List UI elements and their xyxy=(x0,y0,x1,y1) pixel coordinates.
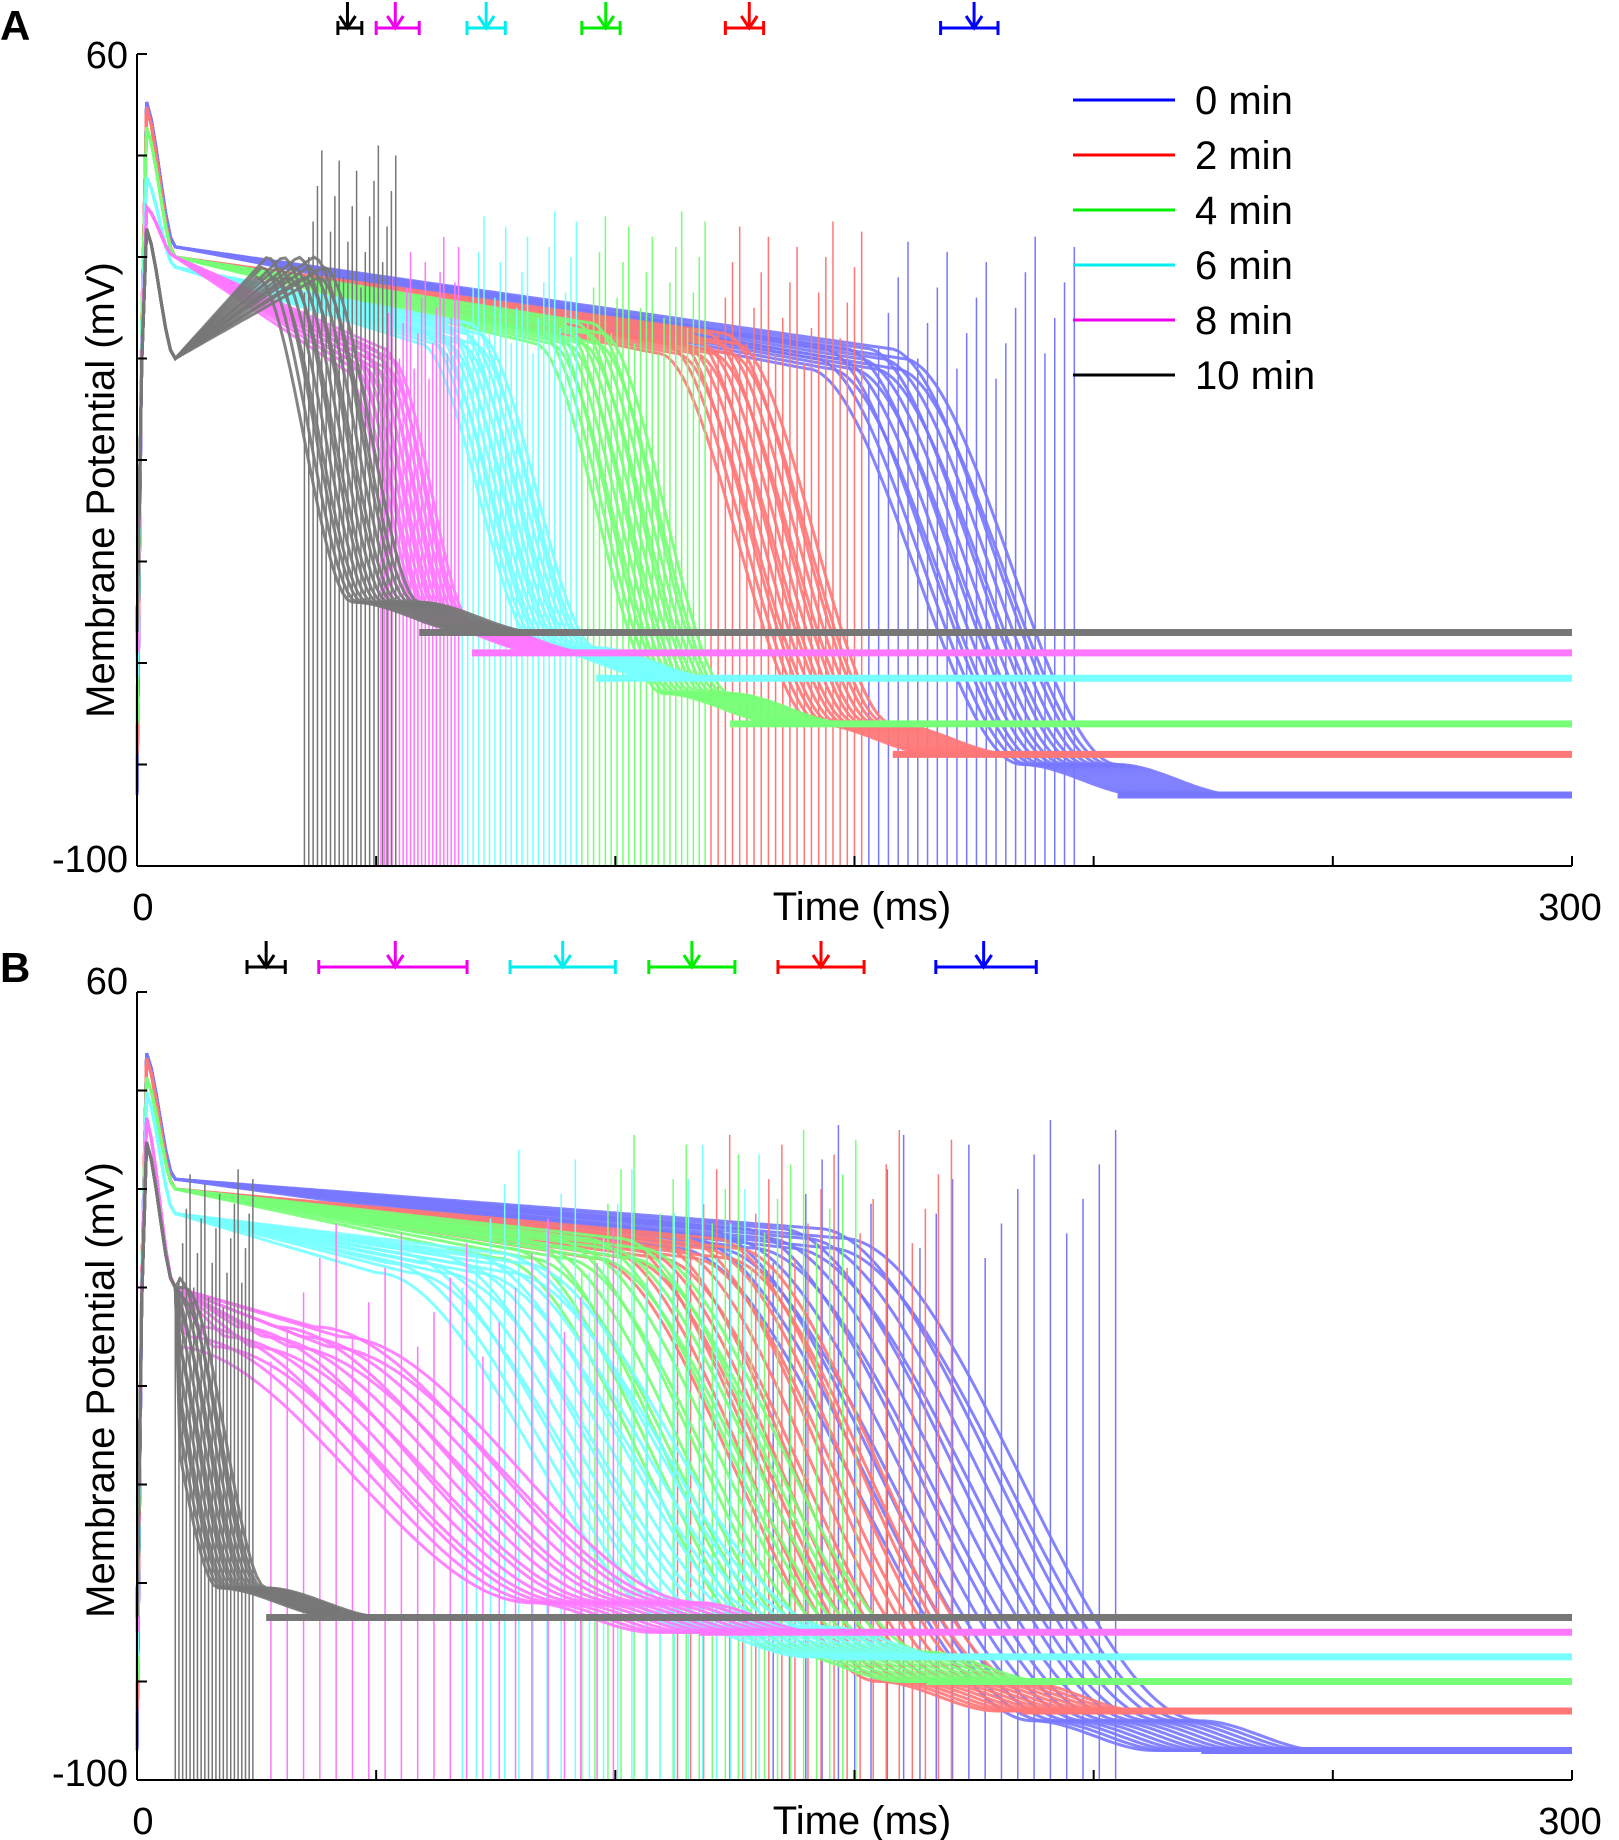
apd-marker-10-min xyxy=(336,2,364,35)
apd-arrow-head xyxy=(740,15,759,31)
panel-b-x-tick-left: 0 xyxy=(132,1801,153,1840)
apd-arrow-head xyxy=(811,954,831,970)
legend-label: 8 min xyxy=(1195,299,1293,343)
panel-b-y-axis-label: Membrane Potential (mV) xyxy=(79,1162,123,1618)
apd-marker-6-min xyxy=(465,2,507,35)
apd-arrow-head xyxy=(553,954,572,970)
panel-a-label: A xyxy=(0,2,30,49)
legend-label: 2 min xyxy=(1195,134,1293,178)
series-6-min xyxy=(135,176,1572,866)
legend-label: 0 min xyxy=(1195,79,1293,123)
apd-marker-10-min xyxy=(245,941,287,974)
series-10-min xyxy=(135,145,1572,866)
panel-b-axes xyxy=(136,991,1573,1781)
legend-item: 0 min xyxy=(1073,79,1293,123)
series-4-min xyxy=(135,1077,1572,1780)
apd-arrow-head xyxy=(974,954,993,970)
apd-marker-6-min xyxy=(508,941,617,974)
panel-b-x-axis-label: Time (ms) xyxy=(773,1799,951,1840)
panel-a-x-tick-left: 0 xyxy=(132,887,153,929)
apd-arrow-head xyxy=(256,954,276,970)
apd-arrow-head xyxy=(476,15,496,31)
legend-item: 10 min xyxy=(1073,354,1315,398)
apd-arrow-head xyxy=(338,15,357,31)
apd-marker-8-min xyxy=(374,2,421,35)
legend-item: 8 min xyxy=(1073,299,1293,343)
legend-item: 2 min xyxy=(1073,134,1293,178)
panel-a-apd-markers xyxy=(336,2,1000,35)
panel-a-traces xyxy=(135,101,1572,866)
panel-a: A 60 -100 0 300 Time (ms) Membrane Poten… xyxy=(0,2,1602,929)
apd-marker-0-min xyxy=(939,2,1000,35)
legend-item: 6 min xyxy=(1073,244,1293,288)
apd-marker-2-min xyxy=(723,2,766,35)
legend-label: 6 min xyxy=(1195,244,1293,288)
apd-arrow-head xyxy=(386,954,405,970)
panel-a-x-axis-label: Time (ms) xyxy=(773,885,951,929)
apd-marker-0-min xyxy=(934,941,1038,974)
panel-a-axes xyxy=(136,53,1573,867)
apd-marker-4-min xyxy=(647,941,737,974)
apd-arrow-head xyxy=(964,15,984,31)
panel-a-x-tick-right: 300 xyxy=(1538,887,1601,929)
panel-a-ticks xyxy=(136,53,1573,867)
series-8-min xyxy=(135,1117,1572,1780)
panel-b-label: B xyxy=(0,944,30,991)
apd-arrow-head xyxy=(596,15,616,31)
legend-item: 4 min xyxy=(1073,189,1293,233)
apd-marker-8-min xyxy=(317,941,469,974)
legend-label: 10 min xyxy=(1195,354,1315,398)
panel-b: B 60 -100 0 300 Time (ms) Membrane Poten… xyxy=(0,941,1602,1840)
panel-a-y-tick-bottom: -100 xyxy=(52,839,128,881)
panel-a-y-tick-top: 60 xyxy=(86,35,128,77)
panel-a-y-axis-label: Membrane Potential (mV) xyxy=(79,262,123,718)
apd-marker-2-min xyxy=(776,941,866,974)
panel-b-apd-markers xyxy=(245,941,1038,974)
panel-b-x-tick-right: 300 xyxy=(1538,1801,1601,1840)
apd-marker-4-min xyxy=(580,2,622,35)
series-10-min xyxy=(135,1141,1572,1780)
legend-label: 4 min xyxy=(1195,189,1293,233)
apd-arrow-head xyxy=(386,15,405,31)
panel-b-y-tick-top: 60 xyxy=(86,961,128,1003)
legend: 0 min 2 min 4 min 6 min 8 min 10 min xyxy=(1073,79,1315,398)
panel-b-ticks xyxy=(136,991,1573,1781)
panel-b-traces xyxy=(135,1052,1572,1780)
series-4-min xyxy=(135,126,1572,866)
series-6-min xyxy=(135,1092,1572,1780)
panel-b-y-tick-bottom: -100 xyxy=(52,1753,128,1795)
apd-arrow-head xyxy=(682,954,702,970)
